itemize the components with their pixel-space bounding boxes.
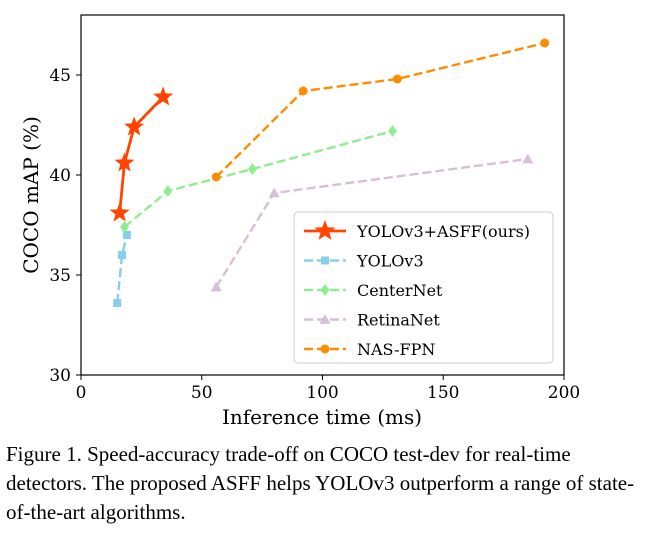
plot-markers — [109, 38, 550, 307]
data-point-yolov3-asff-ours — [153, 86, 174, 106]
series-line-yolov3-asff-ours — [118, 96, 165, 214]
x-tick-label: 150 — [427, 383, 459, 403]
legend-marker-yolov3 — [321, 256, 329, 265]
legend-marker-yolov3-asff-ours — [314, 220, 336, 240]
data-point-retinanet — [522, 153, 534, 164]
legend-label-nas-fpn: NAS-FPN — [357, 340, 435, 359]
legend: YOLOv3+ASFF(ours) YOLOv3 CenterNet RetinaNe… — [293, 211, 554, 364]
data-point-retinanet — [210, 281, 222, 292]
data-point-yolov3 — [113, 299, 122, 307]
data-point-yolov3-asff-ours — [109, 202, 130, 222]
series-line-yolov3 — [116, 234, 129, 304]
data-point-centernet — [163, 185, 173, 197]
data-point-retinanet — [268, 187, 280, 198]
x-axis-ticks: 0 50 100 150 200 — [76, 375, 580, 403]
data-point-nas-fpn — [540, 38, 550, 48]
data-point-nas-fpn — [392, 74, 402, 84]
data-point-yolov3 — [122, 231, 131, 239]
x-tick-label: 50 — [191, 383, 213, 403]
legend-frame — [293, 211, 554, 364]
speed-accuracy-chart: 0 50 100 150 200 30 35 40 45 Inference time (ms… — [19, 14, 580, 429]
data-point-centernet — [388, 125, 398, 137]
data-point-yolov3-asff-ours — [114, 152, 135, 172]
x-axis-title: Inference time (ms) — [222, 405, 422, 429]
legend-marker-retinanet — [319, 314, 331, 324]
data-point-centernet — [247, 163, 257, 175]
x-tick-label: 0 — [76, 383, 87, 403]
data-point-nas-fpn — [298, 86, 308, 96]
y-axis-ticks: 30 35 40 45 — [49, 66, 81, 386]
x-tick-label: 200 — [548, 383, 580, 403]
y-tick-label: 35 — [49, 266, 71, 286]
y-tick-label: 40 — [49, 166, 71, 186]
series-line-nas-fpn — [215, 41, 545, 178]
data-point-centernet — [119, 221, 129, 233]
data-point-yolov3-asff-ours — [124, 116, 145, 136]
legend-label-centernet: CenterNet — [357, 281, 443, 300]
y-axis-title: COCO mAP (%) — [19, 116, 43, 274]
y-tick-label: 30 — [49, 366, 71, 386]
legend-label-yolov3: YOLOv3 — [356, 252, 424, 271]
figure-caption: Figure 1. Speed-accuracy trade-off on CO… — [6, 442, 635, 524]
y-tick-label: 45 — [49, 66, 71, 86]
legend-marker-centernet — [320, 284, 330, 296]
x-tick-label: 100 — [306, 383, 338, 403]
legend-label-retinanet: RetinaNet — [357, 311, 440, 330]
data-point-yolov3 — [118, 251, 127, 259]
legend-marker-nas-fpn — [320, 344, 330, 354]
series-line-centernet — [123, 129, 393, 228]
legend-label-yolov3-asff-ours: YOLOv3+ASFF(ours) — [356, 222, 530, 241]
data-point-nas-fpn — [211, 172, 221, 182]
